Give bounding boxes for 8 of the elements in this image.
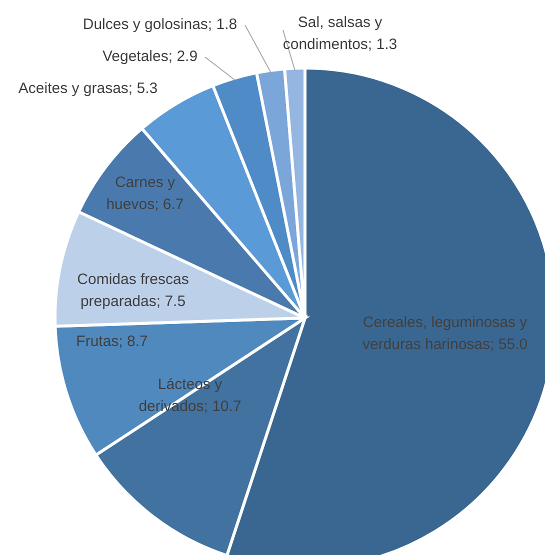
slice-label: Dulces y golosinas; 1.8 [82,16,238,33]
slice-label: Frutas; 8.7 [76,333,148,350]
slice-label: Carnes y huevos; 6.7 [106,174,184,213]
slice-label: Sal, salsas y condimentos; 1.3 [282,14,398,53]
slice-label: Comidas frescas preparadas; 7.5 [77,271,189,310]
slice-label: Cereales, leguminosas y verduras harinosas; 55.0 [362,314,528,353]
slice-label: Aceites y grasas; 5.3 [18,80,158,97]
slice-label: Vegetales; 2.9 [102,48,198,65]
